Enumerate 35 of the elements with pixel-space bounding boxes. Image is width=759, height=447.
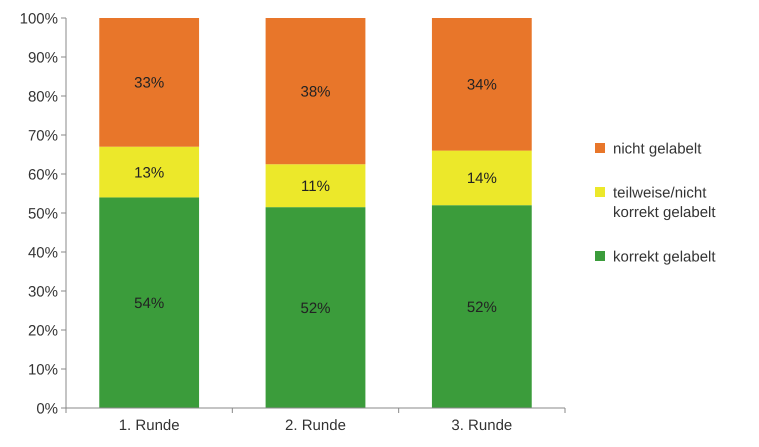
data-label: 11% [301,178,330,195]
x-tick-label: 1. Runde [118,417,180,434]
bar [99,197,200,408]
y-tick-label: 90% [28,49,58,66]
legend-label: teilweise/nicht korrekt gelabelt [613,184,716,221]
bar [99,18,200,147]
y-tick-label: 40% [28,244,58,262]
data-label: 54% [134,294,164,312]
bar [99,146,200,198]
bar [266,164,366,208]
data-label: 52% [300,300,331,317]
y-tick-label: 70% [28,127,58,144]
y-tick-label: 20% [28,322,58,340]
y-tick-label: 100% [20,10,58,28]
bar [432,205,532,408]
x-tick-label: 2. Runde [285,417,346,434]
data-label: 38% [300,83,331,100]
y-tick-label: 30% [28,283,58,300]
bar [266,18,366,164]
data-label: 14% [466,170,497,188]
bar [432,18,532,151]
y-tick-label: 0% [36,400,58,418]
bar [432,150,532,206]
y-tick-label: 10% [28,361,58,378]
data-label: 34% [466,76,497,94]
legend-label: nicht gelabelt [613,140,702,158]
legend-label: korrekt gelabelt [613,248,716,266]
data-label: 52% [466,298,497,316]
y-tick-label: 60% [28,166,58,184]
y-tick-label: 80% [28,88,58,106]
data-label: 13% [134,164,164,182]
x-tick-label: 3. Runde [451,417,512,434]
bar [266,207,366,408]
y-tick-label: 50% [28,205,58,222]
data-label: 33% [134,74,164,92]
